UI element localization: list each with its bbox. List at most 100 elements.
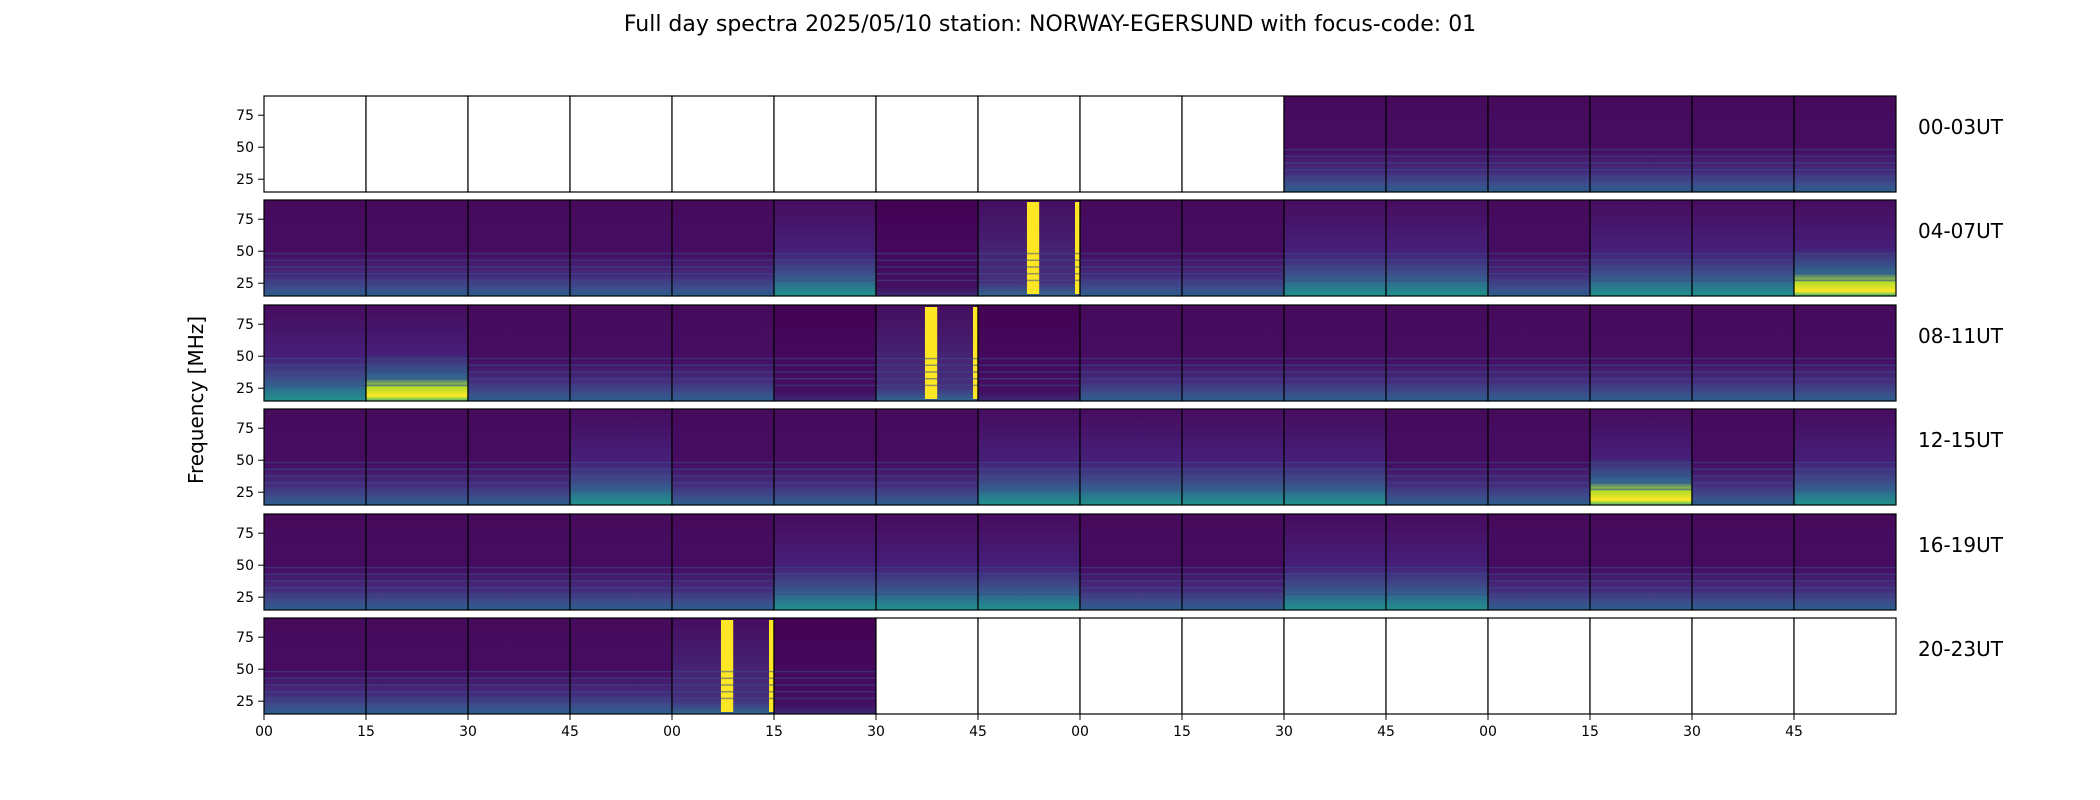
spectral-line <box>366 384 468 387</box>
spectrum-panel <box>570 200 672 296</box>
spectral-line <box>570 364 672 367</box>
panel-border <box>1793 617 1897 715</box>
spectral-line <box>774 593 876 596</box>
y-tick-label: 50 <box>236 558 254 574</box>
spectral-line <box>264 586 366 589</box>
spectral-line <box>978 272 1080 275</box>
spectral-line <box>1284 593 1386 596</box>
panel-border <box>1793 513 1897 611</box>
spectral-line <box>264 461 366 464</box>
spectrum-panel <box>1284 305 1386 401</box>
spectral-line <box>366 377 468 380</box>
spectral-line <box>468 461 570 464</box>
spectrum-panel <box>1182 409 1284 505</box>
spectrum-panel <box>366 409 468 505</box>
spectral-line <box>1692 475 1794 477</box>
spectral-line <box>978 259 1080 262</box>
spectral-line <box>468 566 570 569</box>
spectral-line <box>1692 252 1794 255</box>
spectral-line <box>1182 279 1284 282</box>
spectral-line <box>570 684 672 686</box>
spectral-line <box>1590 573 1692 576</box>
spectral-line <box>672 670 774 673</box>
spectral-line <box>366 580 468 582</box>
spectral-line <box>468 684 570 686</box>
spectral-line <box>1488 371 1590 373</box>
x-tick-label: 15 <box>765 724 783 740</box>
spectral-line <box>1182 272 1284 275</box>
burst-band <box>924 307 938 399</box>
spectral-line <box>1080 468 1182 471</box>
spectral-line <box>570 475 672 477</box>
spectral-line <box>1284 155 1386 158</box>
spectral-line <box>876 377 978 380</box>
x-tick-label: 00 <box>663 724 681 740</box>
spectral-line <box>1794 461 1896 464</box>
spectral-line <box>1590 155 1692 158</box>
spectral-line <box>1386 573 1488 576</box>
spectral-line <box>1182 580 1284 582</box>
spectral-line <box>264 364 366 367</box>
spectral-line <box>1182 566 1284 569</box>
spectral-line <box>570 461 672 464</box>
spectral-line <box>876 371 978 373</box>
spectral-line <box>1488 481 1590 484</box>
spectral-line <box>1692 384 1794 387</box>
spectrum-panel <box>264 305 366 401</box>
spectral-line <box>264 377 366 380</box>
spectral-line <box>1488 162 1590 164</box>
spectrum-panel <box>1284 200 1386 296</box>
spectral-line <box>774 580 876 582</box>
spectral-line <box>978 252 1080 255</box>
y-tick-label: 25 <box>236 381 254 397</box>
burst-band <box>720 620 734 712</box>
spectral-line <box>1080 481 1182 484</box>
spectral-line <box>1488 279 1590 282</box>
spectral-line <box>1182 475 1284 477</box>
spectral-line <box>1386 175 1488 178</box>
spectral-line <box>876 593 978 596</box>
spectral-line <box>1284 162 1386 164</box>
spectral-line <box>1182 384 1284 387</box>
spectrum-panel <box>1692 409 1794 505</box>
spectral-line <box>366 364 468 367</box>
spectral-line <box>570 279 672 282</box>
spectral-line <box>978 580 1080 582</box>
spectral-line <box>468 266 570 268</box>
spectral-line <box>366 475 468 477</box>
y-tick-label: 25 <box>236 485 254 501</box>
burst-band <box>1026 202 1040 294</box>
spectral-line <box>366 593 468 596</box>
spectral-line <box>978 593 1080 596</box>
spectral-line <box>1692 371 1794 373</box>
spectral-line <box>1386 468 1488 471</box>
spectrum-panel <box>876 200 978 296</box>
spectral-line <box>570 677 672 680</box>
y-tick-label: 50 <box>236 662 254 678</box>
spectral-line <box>1692 162 1794 164</box>
spectral-line <box>1080 475 1182 477</box>
spectral-line <box>876 481 978 484</box>
spectral-line <box>774 475 876 477</box>
y-tick-label: 50 <box>236 140 254 156</box>
spectrum-panel <box>264 514 366 610</box>
spectral-line <box>570 272 672 275</box>
spectral-line <box>774 684 876 686</box>
spectral-line <box>1386 488 1488 491</box>
spectral-line <box>1284 259 1386 262</box>
spectral-line <box>1080 580 1182 582</box>
x-tick-label: 00 <box>255 724 273 740</box>
spectral-line <box>570 586 672 589</box>
spectral-line <box>468 279 570 282</box>
spectrum-panel <box>1794 96 1896 192</box>
spectral-line <box>1794 586 1896 589</box>
spectrum-panel <box>1284 96 1386 192</box>
y-tick-label: 75 <box>236 317 254 333</box>
spectrum-panel <box>468 96 570 192</box>
spectral-line <box>1590 384 1692 387</box>
spectral-line <box>1284 481 1386 484</box>
spectrum-panel <box>1794 618 1896 714</box>
y-tick-label: 75 <box>236 526 254 542</box>
spectral-line <box>978 377 1080 380</box>
